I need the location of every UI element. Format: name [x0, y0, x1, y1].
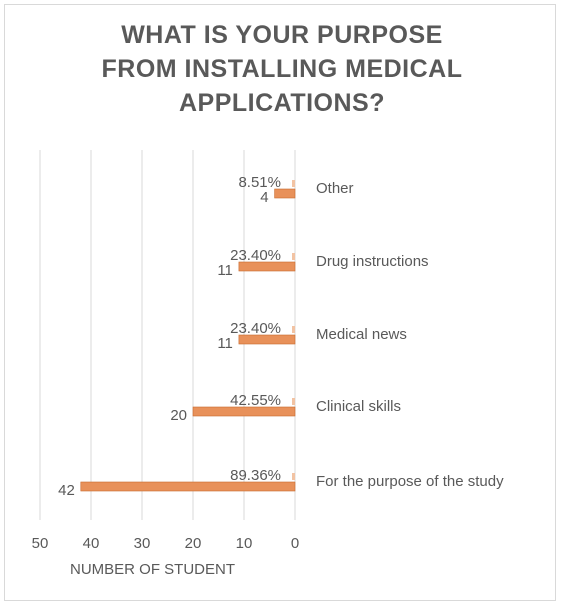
count-bar — [238, 261, 296, 272]
count-bar — [80, 481, 296, 492]
percent-bar — [292, 473, 295, 480]
percent-bar — [292, 180, 295, 187]
category-label: Medical news — [316, 326, 407, 343]
x-axis-label: NUMBER OF STUDENT — [70, 561, 235, 578]
chart-title-line-1: WHAT IS YOUR PURPOSE — [121, 21, 443, 49]
percent-bar — [292, 398, 295, 405]
x-tick-label: 0 — [291, 535, 299, 552]
count-data-label: 20 — [170, 407, 187, 424]
count-data-label: 11 — [217, 335, 233, 352]
category-label: Clinical skills — [316, 398, 401, 415]
chart-title-line-2: FROM INSTALLING MEDICAL — [101, 55, 463, 83]
x-tick-label: 50 — [32, 535, 49, 552]
bars — [80, 180, 296, 492]
grid-lines — [39, 150, 296, 520]
chart-title: WHAT IS YOUR PURPOSE FROM INSTALLING MED… — [0, 18, 564, 120]
x-tick-label: 30 — [134, 535, 151, 552]
category-label: For the purpose of the study — [316, 473, 504, 490]
chart-title-line-3: APPLICATIONS? — [178, 89, 386, 117]
count-bar — [192, 406, 296, 417]
percent-data-label: 23.40% — [230, 320, 281, 337]
category-label: Drug instructions — [316, 253, 429, 270]
count-data-label: 42 — [58, 482, 75, 499]
x-tick-labels: 50 40 30 20 10 0 — [32, 535, 300, 552]
percent-data-label: 42.55% — [230, 392, 281, 409]
x-tick-label: 20 — [185, 535, 202, 552]
chart-frame — [4, 4, 556, 601]
x-tick-label: 40 — [83, 535, 100, 552]
percent-data-label: 89.36% — [230, 467, 281, 484]
x-tick-label: 10 — [236, 535, 253, 552]
count-data-label: 11 — [217, 262, 233, 279]
count-bar — [274, 188, 296, 199]
percent-data-label: 23.40% — [230, 247, 281, 264]
count-data-label: 4 — [260, 189, 268, 206]
count-bar — [238, 334, 296, 345]
category-labels: Other Drug instructions Medical news Clinic… — [316, 180, 504, 490]
percent-data-label: 8.51% — [238, 174, 281, 191]
percent-bar — [292, 326, 295, 333]
category-label: Other — [316, 180, 354, 197]
percent-bar — [292, 253, 295, 260]
